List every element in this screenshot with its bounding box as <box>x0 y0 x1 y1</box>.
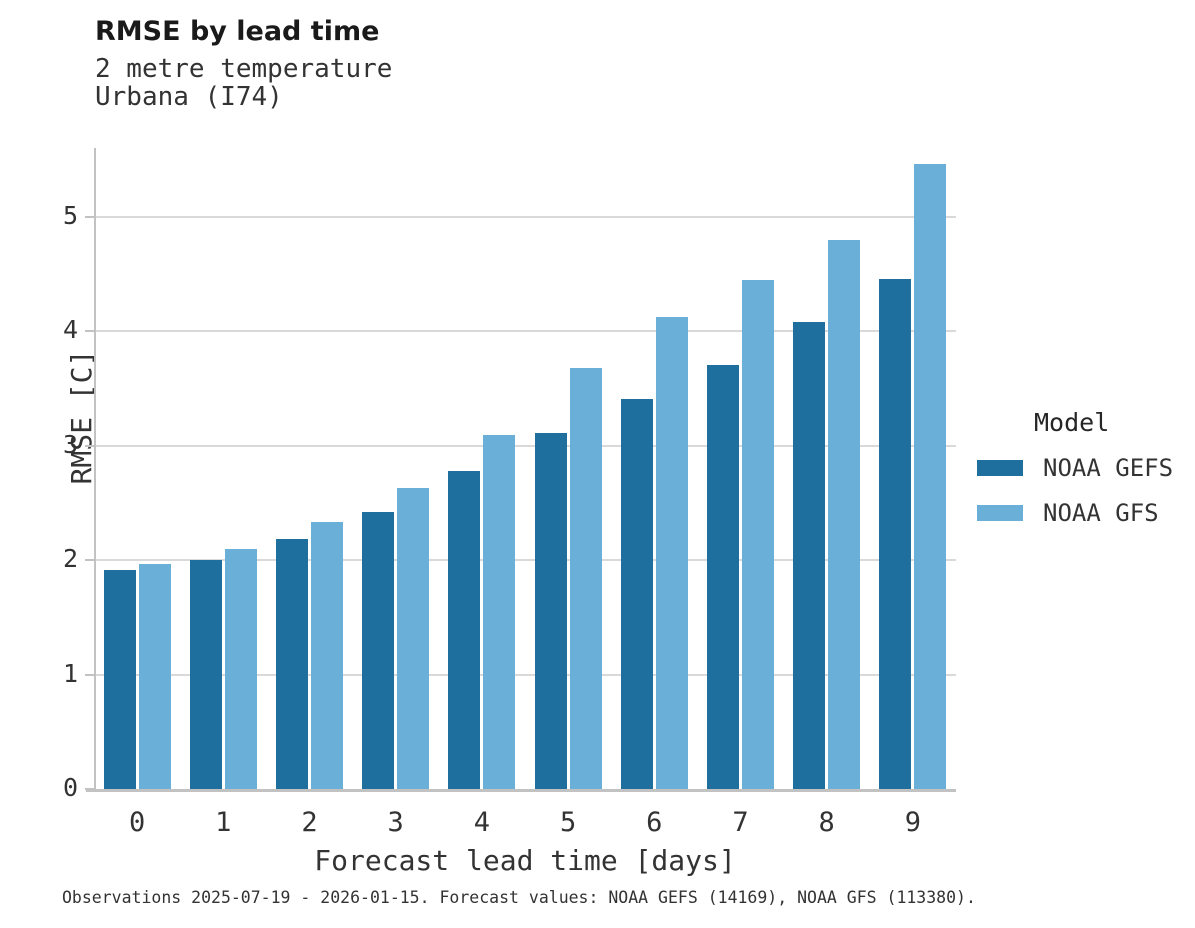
chart-subtitle: 2 metre temperature Urbana (I74) <box>95 55 392 111</box>
bar-noaa-gfs-lead1 <box>224 548 257 789</box>
gridline-y3 <box>94 444 956 447</box>
bar-noaa-gefs-lead4 <box>448 470 481 789</box>
bar-noaa-gfs-lead8 <box>828 239 861 789</box>
legend-entry-gefs: NOAA GEFS <box>977 454 1173 482</box>
bar-noaa-gefs-lead1 <box>189 560 222 789</box>
x-tick-label-0: 0 <box>128 807 146 838</box>
y-tick-label-2: 2 <box>62 544 78 574</box>
bar-noaa-gefs-lead0 <box>103 570 136 789</box>
legend-label-gfs: NOAA GFS <box>1043 499 1159 527</box>
bar-noaa-gfs-lead9 <box>914 164 947 789</box>
bar-noaa-gfs-lead6 <box>655 317 688 789</box>
x-tick-label-9: 9 <box>904 807 922 838</box>
bar-noaa-gefs-lead7 <box>707 365 739 789</box>
gridline-y2 <box>94 559 956 562</box>
y-tick-mark-1 <box>85 673 94 676</box>
legend-label-gefs: NOAA GEFS <box>1043 454 1174 482</box>
gridline-y1 <box>94 673 956 676</box>
gfs-swatch-icon <box>977 505 1023 521</box>
x-axis-title: Forecast lead time [days] <box>314 844 736 877</box>
y-tick-mark-3 <box>85 444 94 447</box>
bar-noaa-gfs-lead2 <box>311 522 343 789</box>
bar-noaa-gefs-lead3 <box>362 512 395 789</box>
chart-title: RMSE by lead time <box>95 16 380 47</box>
gridline-y5 <box>94 215 956 218</box>
y-axis-title: RMSE [C] <box>64 349 98 485</box>
bar-noaa-gfs-lead5 <box>569 367 602 789</box>
x-tick-label-7: 7 <box>732 807 749 838</box>
y-tick-mark-4 <box>85 330 94 333</box>
x-axis-line <box>86 789 956 792</box>
x-tick-label-6: 6 <box>646 807 663 838</box>
y-tick-label-1: 1 <box>62 658 78 688</box>
x-tick-label-5: 5 <box>559 807 577 838</box>
x-tick-label-3: 3 <box>387 807 404 838</box>
x-tick-label-1: 1 <box>215 807 232 838</box>
caption-text: Observations 2025-07-19 - 2026-01-15. Fo… <box>62 888 976 907</box>
bar-noaa-gfs-lead0 <box>138 563 171 789</box>
bar-noaa-gefs-lead6 <box>620 398 653 789</box>
bar-noaa-gfs-lead4 <box>483 435 516 789</box>
y-tick-mark-2 <box>85 559 94 562</box>
subtitle-station: Urbana (I74) <box>95 82 283 112</box>
bar-noaa-gefs-lead9 <box>879 278 912 789</box>
bar-noaa-gefs-lead5 <box>534 433 567 789</box>
x-tick-label-4: 4 <box>473 807 491 838</box>
y-tick-mark-5 <box>85 215 94 218</box>
legend-entry-gfs: NOAA GFS <box>977 499 1173 527</box>
gridline-y4 <box>94 330 956 333</box>
plot-area <box>94 148 956 789</box>
title-block: RMSE by lead time 2 metre temperature Ur… <box>95 16 392 111</box>
bar-noaa-gfs-lead7 <box>742 279 774 789</box>
y-tick-mark-0 <box>85 788 94 790</box>
x-tick-label-8: 8 <box>818 807 835 838</box>
bar-noaa-gefs-lead2 <box>276 539 308 789</box>
x-tick-label-2: 2 <box>301 807 318 838</box>
bar-noaa-gfs-lead3 <box>397 487 430 789</box>
y-tick-label-0: 0 <box>62 773 78 802</box>
legend-title: Model <box>1034 408 1110 437</box>
bar-noaa-gefs-lead8 <box>793 322 826 789</box>
y-tick-label-5: 5 <box>62 200 78 230</box>
gefs-swatch-icon <box>977 460 1023 476</box>
y-tick-label-3: 3 <box>62 429 78 459</box>
legend: Model NOAA GEFS NOAA GFS <box>977 408 1173 527</box>
subtitle-variable: 2 metre temperature <box>95 54 393 84</box>
y-tick-label-4: 4 <box>62 315 78 345</box>
y-axis-line <box>94 148 96 792</box>
